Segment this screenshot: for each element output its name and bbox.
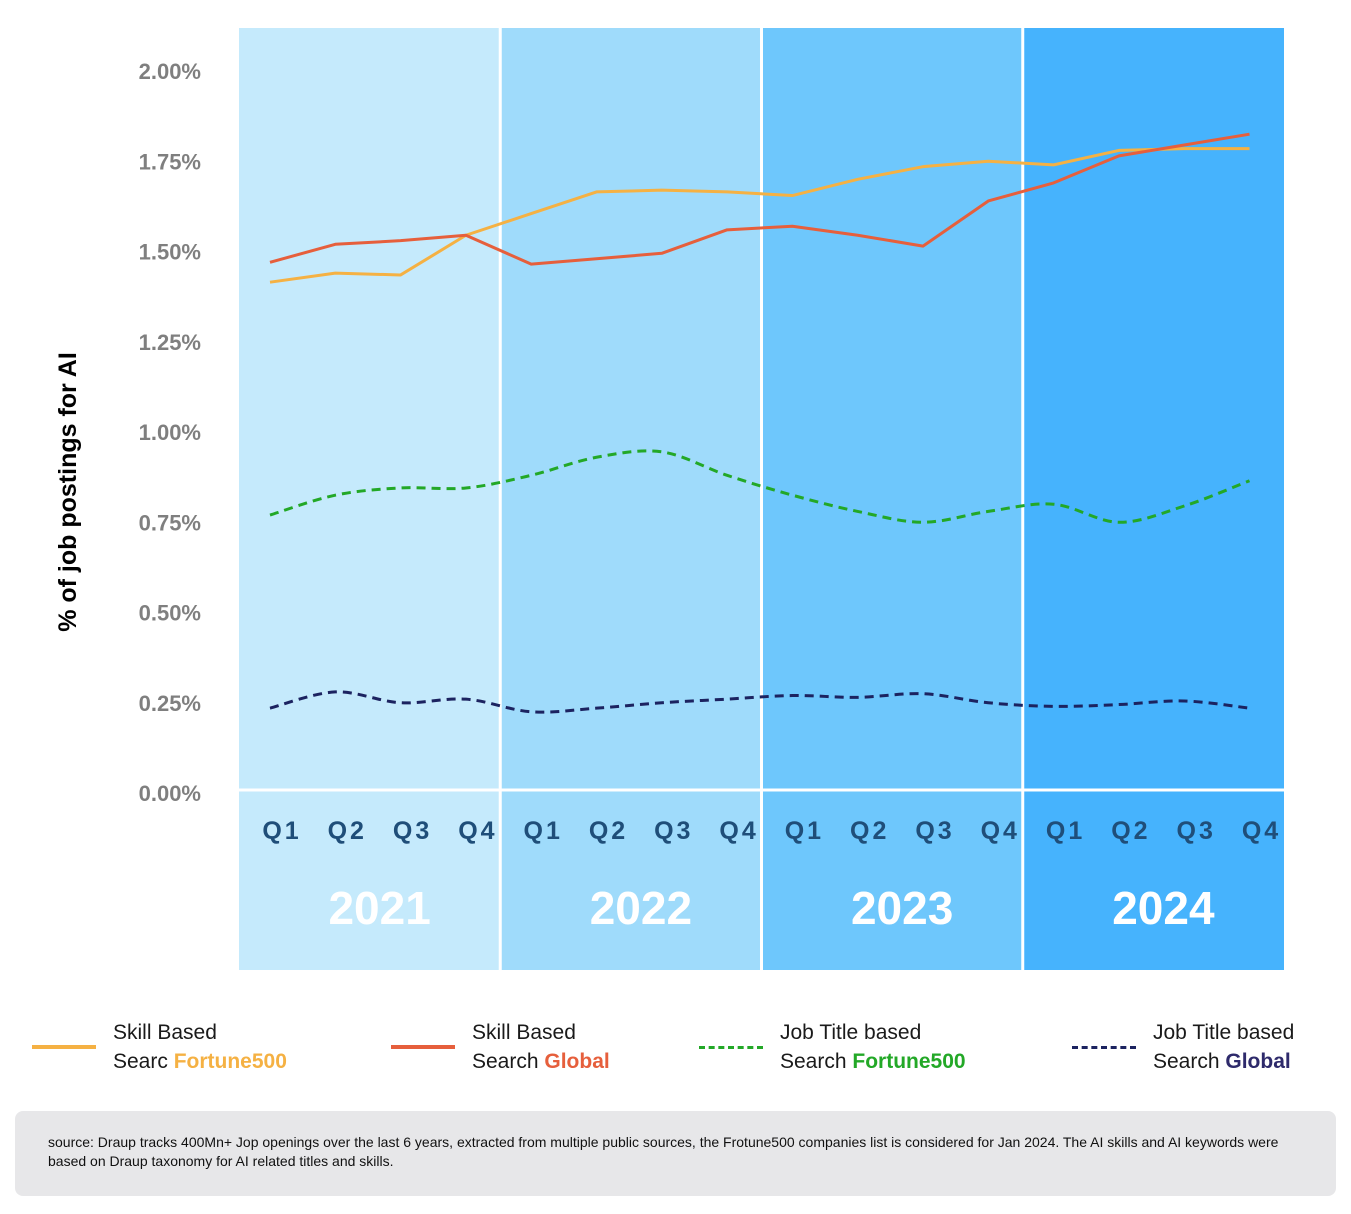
legend-swatch [391,1045,455,1049]
x-tick-label: Q2 [1111,817,1150,845]
x-tick-label: Q2 [850,817,889,845]
year-band-2023 [761,28,1023,970]
series-line-0 [269,147,1250,284]
x-tick-label: Q2 [328,817,367,845]
legend-line2: Search [780,1050,853,1073]
year-bands [239,28,1284,970]
legend-item-skill-global: Skill Based Search Global [391,1018,610,1076]
year-label-2023: 2023 [851,882,953,934]
x-tick-label: Q4 [719,817,758,845]
y-tick-label: 2.00% [139,59,201,84]
x-tick-label: Q1 [524,817,563,845]
x-tick-label: Q3 [915,817,954,845]
y-tick-label: 1.25% [139,330,201,355]
source-text: source: Draup tracks 400Mn+ Jop openings… [48,1134,1279,1169]
year-band-2022 [500,28,762,970]
y-tick-label: 0.25% [139,691,201,716]
legend-swatch [32,1045,96,1049]
series-lines [269,132,1251,714]
legend-line1: Job Title based [1153,1021,1295,1044]
y-tick-label: 1.00% [139,420,201,445]
series-line-3 [269,690,1250,714]
legend-line1: Skill Based [472,1021,576,1044]
line-chart: 0.00% 0.25% 0.50% 0.75% 1.00% 1.25% 1.50% 1.75%… [54,28,1284,970]
y-tick-label: 0.75% [139,510,201,535]
legend-swatch [1072,1045,1136,1049]
legend-line2: Search [1153,1050,1226,1073]
y-axis: 0.00% 0.25% 0.50% 0.75% 1.00% 1.25% 1.50% 1.75%… [139,59,201,806]
y-tick-label: 0.50% [139,601,201,626]
x-tick-label: Q2 [589,817,628,845]
x-tick-label: Q3 [654,817,693,845]
legend-item-jobtitle-fortune500: Job Title based Search Fortune500 [699,1018,966,1076]
x-axis: Q1 Q2 Q3 Q4 2021 Q1 Q2 Q3 Q4 2022 Q1 Q2 Q3 Q4 2023 Q1 Q2… [262,817,1281,934]
x-tick-label: Q1 [262,817,301,845]
legend-item-skill-fortune500: Skill Based Searc Fortune500 [32,1018,287,1076]
legend-highlight: Fortune500 [852,1050,966,1073]
legend-item-jobtitle-global: Job Title based Search Global [1072,1018,1294,1076]
x-tick-label: Q3 [393,817,432,845]
x-tick-label: Q1 [785,817,824,845]
year-label-2021: 2021 [328,882,430,934]
year-label-2024: 2024 [1112,882,1215,934]
legend-swatch [699,1045,763,1049]
series-line-1 [269,132,1250,266]
y-tick-label: 0.00% [139,781,201,806]
y-tick-label: 1.50% [139,240,201,265]
year-label-2022: 2022 [590,882,692,934]
legend-highlight: Global [1225,1050,1291,1073]
y-axis-label: % of job postings for AI [54,352,82,632]
year-band-2024 [1022,28,1284,970]
legend-highlight: Global [544,1050,610,1073]
year-band-2021 [239,28,501,970]
legend-line1: Job Title based [780,1021,922,1044]
series-line-2 [269,449,1251,524]
x-tick-label: Q4 [1242,817,1281,845]
x-tick-label: Q4 [458,817,497,845]
legend-line2: Search [472,1050,545,1073]
legend-highlight: Fortune500 [173,1050,287,1073]
x-tick-label: Q1 [1046,817,1085,845]
legend-line1: Skill Based [113,1021,217,1044]
x-tick-label: Q4 [981,817,1020,845]
source-note: source: Draup tracks 400Mn+ Jop openings… [15,1111,1336,1196]
legend-line2: Searc [113,1050,174,1073]
x-tick-label: Q3 [1177,817,1216,845]
y-tick-label: 1.75% [139,149,201,174]
